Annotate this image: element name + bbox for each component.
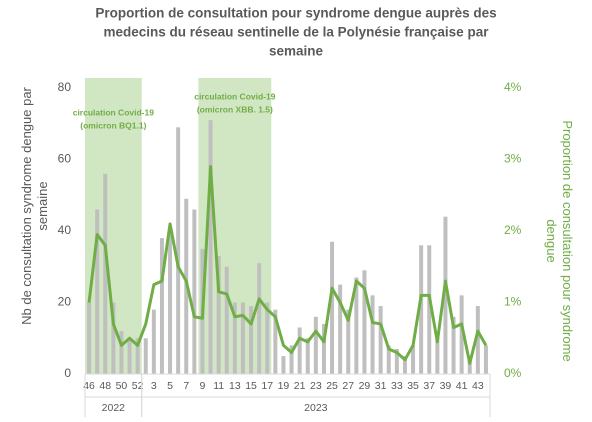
bar [87, 302, 92, 374]
bar [232, 302, 237, 374]
bar [265, 302, 270, 374]
bar [443, 216, 448, 374]
x-tick-label: 9 [200, 380, 206, 392]
x-tick-label: 41 [456, 380, 468, 392]
bar [346, 309, 351, 374]
bar [394, 348, 399, 374]
bar [305, 338, 310, 374]
y-tick-label: 0 [64, 366, 71, 380]
bar [135, 338, 140, 374]
region-label: (omicron BQ1.1) [80, 120, 146, 130]
bar [330, 241, 335, 374]
bar [95, 209, 100, 374]
bar [370, 295, 375, 374]
bar [208, 120, 213, 374]
line [87, 165, 488, 365]
bar [273, 309, 278, 374]
chart-title: medecins du réseau sentinelle de la Poly… [104, 25, 490, 40]
bar [321, 323, 326, 374]
x-tick-label: 11 [213, 380, 224, 392]
x-tick-label: 21 [294, 380, 306, 392]
bar [451, 316, 456, 374]
bar [151, 309, 156, 374]
x-tick-label: 15 [245, 380, 257, 392]
x-tick-label: 7 [183, 380, 189, 392]
region-label: (omicron XBB. 1.5) [197, 104, 273, 114]
y2-tick-label: 3% [504, 152, 522, 166]
x-tick-label: 13 [229, 380, 241, 392]
bar [289, 345, 294, 374]
x-group-label: 2022 [102, 402, 126, 414]
chart-title: Proportion de consultation pour syndrome… [95, 6, 496, 21]
x-tick-label: 17 [261, 380, 273, 392]
x-tick-label: 37 [423, 380, 435, 392]
bar [257, 263, 262, 374]
bar [240, 302, 245, 374]
bar [119, 331, 124, 374]
bar [216, 256, 221, 374]
bar [435, 334, 440, 374]
x-tick-label: 35 [407, 380, 419, 392]
y2-tick-label: 2% [504, 223, 522, 237]
x-tick-label: 27 [342, 380, 354, 392]
region-label: circulation Covid-19 [73, 107, 155, 117]
y2-tick-label: 1% [504, 295, 522, 309]
y2-tick-label: 4% [504, 80, 522, 94]
bar [111, 302, 116, 374]
y-tick-label: 20 [58, 295, 72, 309]
y2-tick-label: 0% [504, 366, 522, 380]
x-tick-label: 43 [472, 380, 484, 392]
bar [459, 295, 464, 374]
x-tick-label: 46 [83, 380, 95, 392]
bar [427, 245, 432, 374]
x-tick-label: 29 [359, 380, 371, 392]
x-tick-label: 31 [375, 380, 387, 392]
x-tick-label: 19 [278, 380, 290, 392]
bar [467, 356, 472, 374]
bar [354, 277, 359, 374]
bar [386, 345, 391, 374]
chart-title: semaine [269, 44, 324, 59]
bar [362, 270, 367, 374]
x-tick-label: 25 [326, 380, 338, 392]
bar [168, 231, 173, 374]
bar [192, 209, 197, 374]
y-tick-label: 40 [58, 223, 72, 237]
bar [297, 327, 302, 374]
bar [249, 306, 254, 374]
bar [338, 284, 343, 374]
region-label: circulation Covid-19 [194, 91, 276, 101]
y-tick-label: 80 [58, 80, 72, 94]
bar [103, 173, 108, 374]
x-tick-label: 48 [99, 380, 111, 392]
bar [176, 127, 181, 374]
y-tick-label: 60 [58, 152, 72, 166]
y-axis-title: Nb de consultation syndrome dengue parse… [19, 86, 50, 324]
bar [411, 345, 416, 374]
x-tick-label: 3 [151, 380, 157, 392]
bar [313, 316, 318, 374]
bar [378, 306, 383, 374]
bar [281, 356, 286, 374]
bar [159, 238, 164, 374]
bar [483, 345, 488, 374]
x-tick-label: 5 [167, 380, 173, 392]
x-tick-label: 52 [132, 380, 144, 392]
y2-axis-title: Proportion de consultation pour syndrome… [544, 120, 575, 361]
bar [419, 245, 424, 374]
bar [127, 338, 132, 374]
x-tick-label: 50 [116, 380, 128, 392]
bar [224, 266, 229, 374]
bar [402, 356, 407, 374]
bar [143, 338, 148, 374]
bar [475, 306, 480, 374]
x-tick-label: 39 [440, 380, 452, 392]
x-tick-label: 23 [310, 380, 322, 392]
x-group-label: 2023 [304, 402, 328, 414]
x-tick-label: 33 [391, 380, 403, 392]
